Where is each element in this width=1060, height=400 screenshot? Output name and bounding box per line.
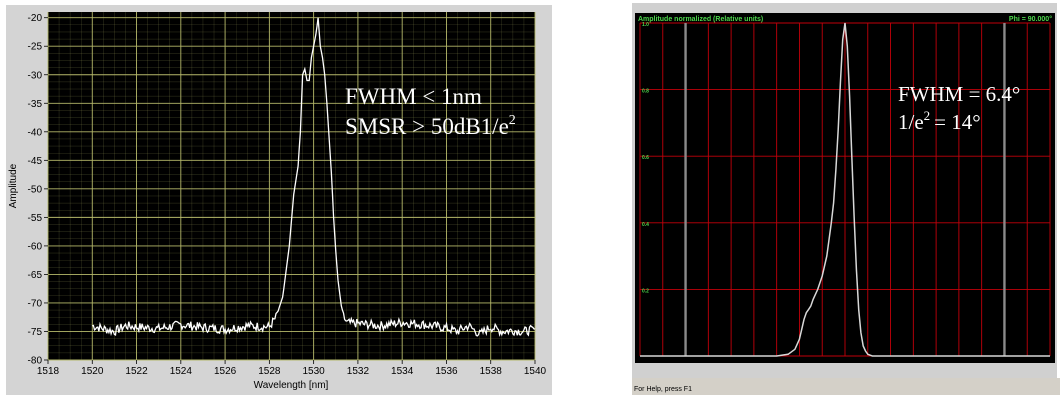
y-axis-label: Amplitude xyxy=(8,163,19,208)
x-tick-label: 1520 xyxy=(81,366,104,377)
e2-text: 1/e xyxy=(898,110,924,134)
smsr-text: SMSR > 50dB1/e xyxy=(345,114,509,139)
beam-profile-chart: Amplitude normalized (Relative units) Ph… xyxy=(620,0,1060,395)
series-line xyxy=(92,17,536,337)
y-tick-label: -40 xyxy=(28,127,43,138)
smsr-annotation: SMSR > 50dB1/e2 xyxy=(345,113,516,139)
e2-superscript: 2 xyxy=(924,108,931,123)
y-tick-label: 0.2 xyxy=(642,288,649,294)
status-bar xyxy=(632,378,1060,395)
chart-title: Amplitude normalized (Relative units) xyxy=(638,16,763,23)
x-tick-label: 1528 xyxy=(258,366,281,377)
x-tick-label: 1538 xyxy=(480,366,503,377)
e2-annotation: 1/e2 = 14° xyxy=(898,108,981,134)
y-tick-label: -65 xyxy=(28,270,43,281)
x-tick-label: 1522 xyxy=(125,366,148,377)
title-bar xyxy=(635,13,1055,23)
fwhm-annotation: FWHM = 6.4° xyxy=(898,82,1020,106)
x-tick-label: 1536 xyxy=(435,366,458,377)
x-tick-label: 1540 xyxy=(524,366,547,377)
y-tick-label: 0.8 xyxy=(642,89,649,95)
fwhm-annotation: FWHM < 1nm xyxy=(345,84,482,109)
y-tick-label: -25 xyxy=(28,42,43,53)
x-tick-label: 1532 xyxy=(347,366,370,377)
y-tick-label: -60 xyxy=(28,241,43,252)
x-axis-ticks: 1518 1520 1522 1524 1526 1528 1530 1532 1534 1536… xyxy=(37,360,547,377)
x-tick-label: 1518 xyxy=(37,366,60,377)
y-tick-label: -30 xyxy=(28,70,43,81)
y-tick-label: -50 xyxy=(28,184,43,195)
marker-lines xyxy=(684,23,1006,356)
y-tick-label: -35 xyxy=(28,99,43,110)
spectrum-chart: -20-25-30-35-40-45-50-55-60-65-70-75-80 … xyxy=(6,5,552,395)
status-text: For Help, press F1 xyxy=(634,386,692,393)
y-tick-label: -20 xyxy=(28,13,43,24)
y-tick-label: -80 xyxy=(28,356,43,367)
x-tick-label: 1524 xyxy=(170,366,193,377)
y-tick-label: 1.0 xyxy=(642,22,649,28)
phi-readout: Phi = 90.000° xyxy=(1009,15,1052,23)
y-axis-ticks: -20 -25 -30 -35 -40 -45 -50 -55 -60 -65 -70 -75 -80 xyxy=(28,13,48,367)
x-tick-label: 1534 xyxy=(391,366,414,377)
x-axis-label: Wavelength [nm] xyxy=(254,380,329,391)
y-tick-label: 0.6 xyxy=(642,155,649,161)
smsr-superscript: 2 xyxy=(509,113,516,128)
y-tick-label: -45 xyxy=(28,156,43,167)
e2-value: = 14° xyxy=(934,110,981,134)
y-tick-label: -55 xyxy=(28,213,43,224)
x-tick-label: 1526 xyxy=(214,366,237,377)
spectrum-chart-panel: -20 -25 -30 -35 -40 -45 -50 -55 -60 -65 -70 -75 -80 … xyxy=(6,5,552,395)
y-tick-label: -75 xyxy=(28,327,43,338)
y-tick-label: 0.4 xyxy=(642,222,649,228)
y-axis-ticks: 1.0 0.8 0.6 0.4 0.2 xyxy=(642,22,649,294)
series-line xyxy=(640,22,1050,357)
y-tick-label: -70 xyxy=(28,298,43,309)
x-tick-label: 1530 xyxy=(303,366,326,377)
beam-profile-panel: Amplitude normalized (Relative units) Ph… xyxy=(620,0,1060,395)
